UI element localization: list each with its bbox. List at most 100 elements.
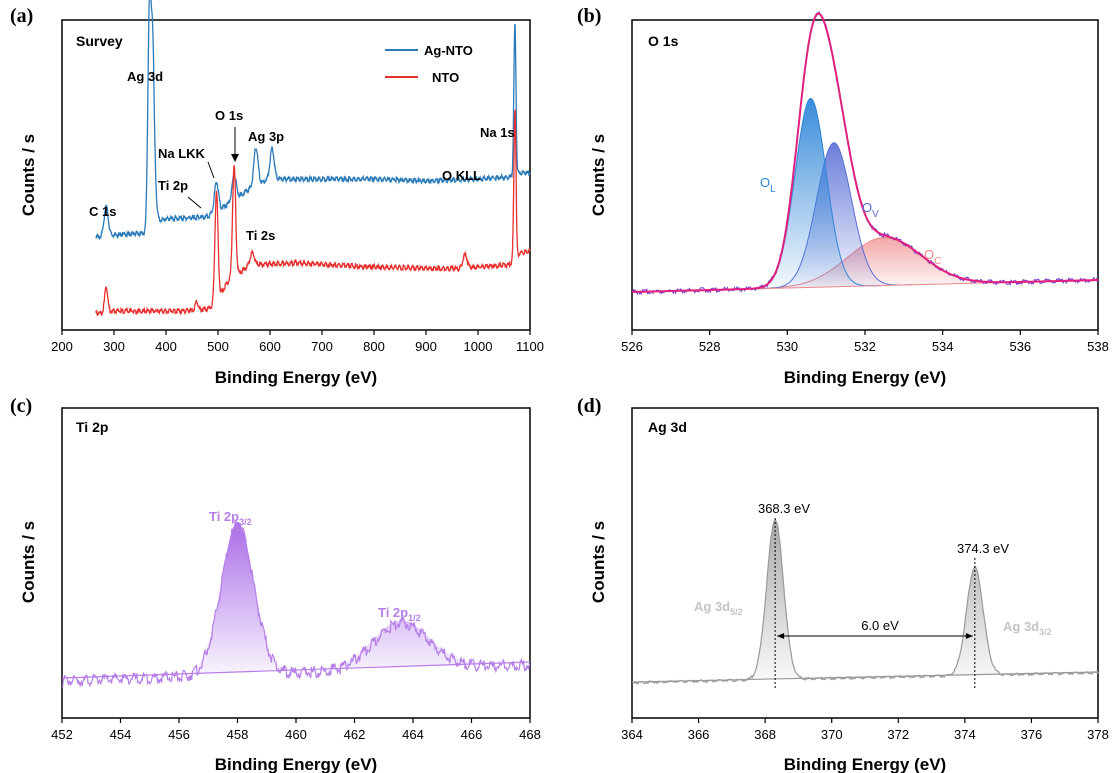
x-tick-label: 528 [699, 339, 721, 354]
x-tick-label: 456 [168, 727, 190, 742]
spectrum-line [631, 519, 1099, 685]
inset-title: Ag 3d [648, 419, 687, 435]
panel-d: (d) Ag 3d 364 366 368 370 372 374 376 378 Bindi… [577, 395, 1109, 773]
inset-title: O 1s [648, 33, 679, 49]
x-tick-label: 532 [854, 339, 876, 354]
panel-a: (a) Survey 200 300 400 500 600 700 800 900 1000 1… [10, 0, 544, 387]
annotation-arrow [207, 161, 215, 179]
y-axis-title: Counts / s [589, 134, 608, 216]
x-tick-label: 364 [621, 727, 643, 742]
annotation-ag-3d: Ag 3d [127, 69, 163, 84]
peak-annotations: 368.3 eV 374.3 eV 6.0 eV Ag 3d5/2 Ag 3d3… [694, 501, 1052, 637]
label-ti-2p3-2: Ti 2p3/2 [209, 509, 252, 527]
x-axis-title: Binding Energy (eV) [784, 755, 946, 773]
annotation-arrow [187, 196, 202, 209]
label-o-v: OV [862, 200, 879, 220]
x-tick-label: 530 [776, 339, 798, 354]
spectrum [631, 518, 1099, 690]
panel-b: (b) O 1s 526 528 530 532 534 536 538 Binding E… [577, 5, 1109, 387]
x-axis-title: Binding Energy (eV) [784, 368, 946, 387]
x-tick-label: 600 [259, 339, 281, 354]
series-line-ag-nto [95, 0, 531, 241]
legend-label-nto: NTO [432, 70, 459, 85]
y-axis-title: Counts / s [19, 521, 38, 603]
x-tick-label: 372 [887, 727, 909, 742]
x-tick-label: 300 [103, 339, 125, 354]
spectrum-line [61, 520, 531, 688]
spectrum [61, 520, 531, 688]
x-axis-title: Binding Energy (eV) [215, 368, 377, 387]
annotation-c-1s: C 1s [89, 204, 116, 219]
x-tick-label: 368 [754, 727, 776, 742]
x-tick-label: 800 [363, 339, 385, 354]
x-axis-ticks: 452 454 456 458 460 462 464 466 468 [51, 718, 541, 742]
x-tick-label: 900 [415, 339, 437, 354]
x-tick-label: 1000 [464, 339, 493, 354]
series-lines [95, 0, 531, 317]
x-tick-label: 458 [227, 727, 249, 742]
component-labels: OL OV OC [760, 175, 941, 267]
x-tick-label: 452 [51, 727, 73, 742]
plot-frame [631, 407, 1099, 719]
x-tick-label: 464 [402, 727, 424, 742]
peak-fill [632, 518, 1098, 682]
x-tick-label: 370 [821, 727, 843, 742]
panel-label: (d) [577, 395, 601, 417]
label-ag-3d3-2: Ag 3d3/2 [1003, 619, 1052, 637]
label-o-l: OL [760, 175, 776, 195]
inset-title: Survey [76, 33, 123, 49]
x-tick-label: 366 [688, 727, 710, 742]
label-o-c: OC [924, 247, 941, 267]
splitting-arrowhead-right [965, 633, 973, 639]
fit-area-o-l [741, 98, 881, 290]
annotation-na-lkk: Na LKK [158, 146, 206, 161]
label-peak1-energy: 368.3 eV [758, 501, 810, 516]
x-axis-title: Binding Energy (eV) [215, 755, 377, 773]
x-tick-label: 462 [344, 727, 366, 742]
legend: Ag-NTO NTO [385, 43, 473, 85]
x-tick-label: 500 [207, 339, 229, 354]
x-tick-label: 454 [110, 727, 132, 742]
annotation-ti-2p: Ti 2p [158, 178, 188, 193]
peak-annotations: Ag 3d O 1s Na LKK Ag 3p Na 1s Ti 2p C 1s… [89, 69, 515, 243]
panel-label: (a) [10, 5, 33, 27]
x-tick-label: 400 [155, 339, 177, 354]
peak-fill [62, 522, 530, 678]
fit-area-o-c [719, 237, 1051, 290]
x-tick-label: 466 [461, 727, 483, 742]
label-peak2-energy: 374.3 eV [957, 541, 1009, 556]
fit-area-o-v [755, 142, 912, 289]
label-splitting: 6.0 eV [861, 618, 899, 633]
annotation-na-1s: Na 1s [480, 125, 515, 140]
x-tick-label: 378 [1087, 727, 1109, 742]
panel-label: (c) [10, 395, 32, 417]
x-axis-ticks: 526 528 530 532 534 536 538 [621, 330, 1109, 354]
fit-envelope [632, 12, 1098, 293]
annotation-ag-3p: Ag 3p [248, 129, 284, 144]
splitting-arrowhead-left [777, 633, 785, 639]
plot-frame [61, 19, 531, 331]
x-tick-label: 468 [519, 727, 541, 742]
x-tick-label: 538 [1087, 339, 1109, 354]
annotation-o-1s: O 1s [215, 108, 243, 123]
x-tick-label: 374 [954, 727, 976, 742]
x-tick-label: 526 [621, 339, 643, 354]
x-axis-ticks: 364 366 368 370 372 374 376 378 [621, 718, 1109, 742]
series-line-nto [95, 108, 531, 317]
x-tick-label: 700 [311, 339, 333, 354]
annotation-arrowhead [231, 154, 239, 162]
x-tick-label: 1100 [516, 339, 544, 354]
inset-title: Ti 2p [76, 419, 108, 435]
panel-c: (c) Ti 2p 452 454 456 458 460 462 464 466 468 Bi… [10, 395, 541, 773]
x-tick-label: 376 [1021, 727, 1043, 742]
annotation-ti-2s: Ti 2s [246, 228, 275, 243]
x-axis-ticks: 200 300 400 500 600 700 800 900 1000 1100 [51, 330, 544, 354]
label-ti-2p1-2: Ti 2p1/2 [378, 605, 421, 623]
label-ag-3d5-2: Ag 3d5/2 [694, 599, 743, 617]
x-tick-label: 200 [51, 339, 73, 354]
fit-components [631, 10, 1099, 296]
y-axis-title: Counts / s [589, 521, 608, 603]
x-tick-label: 534 [932, 339, 954, 354]
panel-label: (b) [577, 5, 601, 27]
